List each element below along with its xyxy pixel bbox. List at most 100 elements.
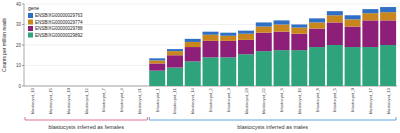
bar-segment (114, 86, 130, 87)
y-tick (22, 24, 24, 25)
x-tick-label: blastocyst_19 (66, 87, 71, 114)
bar-segment (43, 86, 59, 87)
y-axis-title: Counts per million reads (1, 18, 7, 72)
bar-segment (220, 36, 236, 41)
x-tick-label: blastocyst_6 (279, 87, 284, 111)
y-tick (22, 65, 24, 66)
bar-segment (96, 86, 112, 87)
bar-segment (238, 34, 254, 40)
bar-segment (78, 86, 94, 87)
y-tick (22, 86, 24, 87)
x-tick-label: blastocyst_14 (190, 87, 195, 114)
bar-segment (185, 39, 201, 42)
bar-segment (238, 31, 254, 34)
legend-label: ENSBIXG00000029763 (35, 13, 83, 18)
legend-swatch (28, 33, 33, 38)
bar-segment (131, 86, 147, 87)
bar-segment (167, 68, 183, 86)
bar-segment (380, 7, 396, 12)
group-bracket (25, 117, 147, 120)
legend: gene ENSBIXG00000029763 ENSBIXG00000029774… (28, 5, 83, 38)
bar-segment (362, 9, 378, 13)
bar-segment (25, 86, 41, 87)
bar-segment (256, 22, 272, 26)
bar-segment (327, 22, 343, 45)
group-label: blastocysts inferred as females (48, 124, 124, 130)
bar-segment (149, 60, 165, 63)
legend-swatch (28, 20, 33, 25)
bar-segment (291, 25, 307, 28)
bar-segment (167, 55, 183, 67)
bar-segment (203, 57, 219, 86)
bar-segment (149, 58, 165, 60)
bar-segment (256, 27, 272, 33)
bar-segment (78, 86, 94, 87)
bar-segment (274, 50, 290, 86)
bar-segment (131, 86, 147, 87)
bar-segment (96, 86, 112, 87)
bar-segment (149, 63, 165, 70)
bar-segment (78, 86, 94, 87)
bar-segment (309, 29, 325, 47)
bar-segment (362, 13, 378, 20)
bar-segment (185, 47, 201, 61)
y-tick-label: 40 (16, 2, 22, 7)
bar-segment (345, 15, 361, 19)
bar-segment (203, 41, 219, 57)
bar-segment (114, 86, 130, 87)
bar-segment (256, 33, 272, 51)
group-bracket (149, 117, 396, 120)
y-tick-label: 30 (16, 22, 22, 27)
bar-segment (114, 86, 130, 87)
x-tick-label: blastocyst_4 (119, 87, 124, 111)
chart: 010203040Counts per million readsblastoc… (0, 0, 400, 133)
bar-segment (25, 86, 41, 87)
y-tick (22, 4, 24, 5)
bar-segment (345, 27, 361, 48)
bar-segment (362, 47, 378, 86)
bar-segment (274, 25, 290, 32)
bar-segment (220, 57, 236, 86)
group-label: blastocysts inferred as males (237, 124, 308, 130)
y-tick (22, 45, 24, 46)
bar-segment (60, 86, 76, 87)
bar-segment (43, 86, 59, 87)
bar-segment (256, 51, 272, 86)
bar-segment (220, 33, 236, 36)
bar-segment (309, 47, 325, 86)
bar-segment (25, 86, 41, 87)
bar-segment (203, 35, 219, 41)
x-tick-label: blastocyst_16 (297, 87, 302, 114)
bar-segment (309, 22, 325, 28)
bar-segment (131, 86, 147, 87)
legend-label: ENSBIXG00000029892 (35, 33, 83, 38)
bar-segment (78, 86, 94, 87)
x-tick-label: blastocyst_15 (48, 87, 53, 114)
x-tick-label: blastocyst_3 (226, 87, 231, 111)
bar-segment (43, 86, 59, 87)
bar-segment (43, 86, 59, 87)
bar-segment (185, 61, 201, 86)
bar-segment (327, 45, 343, 86)
y-tick-label: 10 (16, 63, 22, 68)
bar-segment (345, 47, 361, 86)
legend-label: ENSBIXG00000029788 (35, 26, 83, 31)
x-tick-label: blastocyst_22 (261, 87, 266, 114)
bar-segment (149, 71, 165, 86)
legend-label: ENSBIXG00000029774 (35, 20, 83, 25)
bar-segment (291, 28, 307, 34)
x-tick-label: blastocyst_1 (155, 87, 160, 111)
bar-segment (274, 20, 290, 24)
bar-segment (238, 54, 254, 86)
bar-segment (345, 19, 361, 26)
legend-title: gene (28, 5, 39, 11)
x-tick-label: blastocyst_7 (101, 87, 106, 111)
x-tick-label: blastocyst_10 (30, 87, 35, 114)
bar-segment (309, 18, 325, 22)
x-tick-label: blastocyst_11 (172, 87, 177, 114)
bar-segment (131, 86, 147, 87)
x-tick-label: blastocyst_13 (386, 87, 391, 114)
x-tick-label: blastocyst_12 (84, 87, 89, 114)
bar-segment (291, 50, 307, 86)
y-tick-label: 0 (18, 84, 21, 89)
